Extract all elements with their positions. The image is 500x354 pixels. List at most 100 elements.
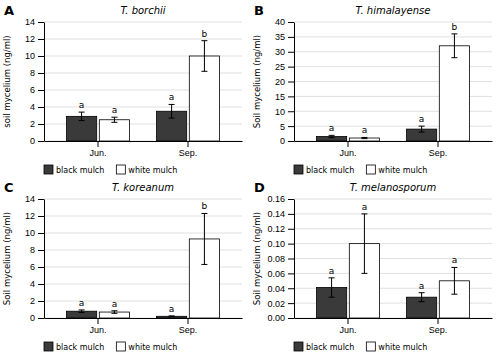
y-tick: 0 — [30, 136, 44, 146]
y-tick-label: 0.08 — [267, 254, 285, 264]
error-cap — [111, 117, 117, 118]
error-bar — [79, 310, 85, 313]
significance-letter: a — [79, 100, 85, 110]
y-tick-label: 5 — [280, 122, 285, 132]
x-tick-mark — [438, 141, 439, 147]
y-tick: 0.12 — [267, 224, 294, 234]
legend-item: white mulch — [366, 165, 427, 175]
error-cap — [451, 33, 457, 34]
figure: aaab02468101214Jun.Sep.soil mycelium (ng… — [0, 0, 500, 354]
grid-line — [294, 22, 492, 23]
marks — [317, 214, 470, 318]
x-tick: Sep. — [179, 318, 198, 335]
y-tick: 12 — [25, 34, 44, 44]
significance-letter: a — [329, 266, 335, 276]
y-tick: 0.00 — [267, 313, 294, 323]
error-cap — [451, 294, 457, 295]
y-tick-label: 0.12 — [267, 224, 285, 234]
y-tick-label: 20 — [275, 77, 285, 87]
error-cap — [419, 132, 425, 133]
y-tick: 6 — [30, 85, 44, 95]
bar — [67, 311, 97, 318]
error-cap — [169, 118, 175, 119]
bar — [99, 312, 129, 318]
plot: aaaa0.000.020.040.060.080.100.120.140.16… — [267, 194, 492, 335]
x-tick-label: Sep. — [179, 148, 198, 158]
legend-item: white mulch — [116, 342, 177, 352]
y-tick-mark — [288, 303, 294, 304]
significance-letter: a — [169, 304, 175, 314]
x-tick-mark — [188, 141, 189, 147]
error-cap — [361, 137, 367, 138]
x-axis: Jun. Sep. — [45, 141, 243, 158]
error-bar — [111, 311, 117, 314]
grid — [44, 199, 242, 318]
significance-letter: a — [112, 105, 118, 115]
y-tick-mark — [38, 22, 44, 23]
x-tick-mark — [348, 318, 349, 324]
legend: black mulchwhite mulch — [294, 342, 427, 352]
bar — [99, 120, 129, 141]
letters: aaab — [329, 22, 458, 136]
y-tick-mark — [38, 301, 44, 302]
y-tick: 15 — [275, 92, 294, 102]
legend-swatch — [366, 165, 375, 174]
y-tick-mark — [38, 216, 44, 217]
x-tick-label: Sep. — [179, 325, 198, 335]
x-tick: Sep. — [429, 141, 448, 158]
error-cap — [79, 112, 85, 113]
plot: aaab02468101214Jun.Sep. — [25, 194, 243, 335]
y-tick-mark — [38, 107, 44, 108]
significance-letter: a — [362, 125, 368, 135]
error-cap — [169, 104, 175, 105]
y-tick-label: 6 — [30, 262, 35, 272]
y-tick-label: 0.04 — [267, 284, 285, 294]
y-tick: 2 — [30, 296, 44, 306]
error-line — [114, 117, 115, 122]
y-tick-mark — [288, 259, 294, 260]
y-tick: 4 — [30, 279, 44, 289]
y-tick: 40 — [275, 17, 294, 27]
y-tick: 20 — [275, 77, 294, 87]
legend-swatch — [294, 165, 303, 174]
y-axis-line — [44, 23, 45, 142]
legend-label: black mulch — [56, 166, 104, 175]
y-tick-label: 2 — [30, 296, 35, 306]
grid-line — [44, 233, 242, 234]
grid-line — [294, 243, 492, 244]
x-tick: Sep. — [429, 318, 448, 335]
y-tick-mark — [288, 141, 294, 142]
panel-label: D — [254, 180, 265, 195]
y-tick: 8 — [30, 68, 44, 78]
error-bar — [419, 126, 425, 132]
y-tick-label: 14 — [25, 17, 35, 27]
y-tick-mark — [38, 267, 44, 268]
y-tick: 14 — [25, 194, 44, 204]
y-tick-label: 0 — [30, 313, 35, 323]
y-axis-line — [44, 200, 45, 319]
bar — [439, 46, 469, 141]
plot: aaab0510152025303540Jun.Sep. — [275, 17, 493, 158]
legend-item: black mulch — [294, 342, 354, 352]
x-tick: Jun. — [89, 141, 106, 158]
x-tick-label: Jun. — [339, 148, 356, 158]
y-tick: 0.06 — [267, 269, 294, 279]
y-tick-mark — [288, 199, 294, 200]
grid — [44, 22, 242, 141]
y-tick-label: 0.02 — [267, 299, 285, 309]
error-cap — [79, 120, 85, 121]
y-tick-label: 4 — [30, 279, 35, 289]
significance-letter: b — [452, 22, 458, 32]
error-bar — [201, 213, 207, 264]
x-axis-line — [295, 318, 493, 319]
legend-item: black mulch — [294, 165, 354, 175]
error-cap — [169, 316, 175, 317]
y-tick-label: 10 — [25, 228, 35, 238]
legend-swatch — [366, 342, 375, 351]
x-axis: Jun.Sep. — [45, 318, 243, 335]
grid-line — [294, 213, 492, 214]
error-cap — [79, 312, 85, 313]
y-tick-label: 0.00 — [267, 313, 285, 323]
legend-item: white mulch — [116, 165, 177, 175]
y-tick-mark — [288, 82, 294, 83]
